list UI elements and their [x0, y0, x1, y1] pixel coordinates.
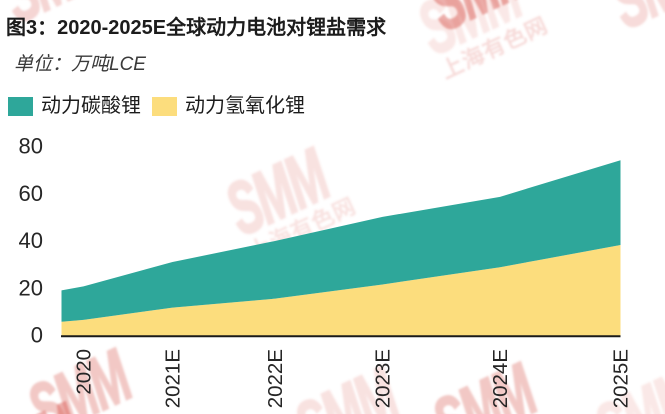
x-tick-label: 2021E	[162, 349, 185, 408]
watermark-brand-text: SMM	[421, 347, 549, 414]
area-series-hydroxide	[61, 245, 621, 336]
legend-swatch-carbonate	[8, 97, 33, 116]
chart-unit-label: 单位：万吨LCE	[14, 54, 146, 75]
x-tick-label: 2024E	[489, 349, 512, 408]
x-tick-label: 2020	[73, 349, 96, 395]
y-tick-label: 80	[19, 134, 43, 159]
y-tick-label: 40	[19, 228, 43, 253]
watermark: SMM	[420, 346, 551, 414]
x-tick-label: 2022E	[264, 349, 287, 408]
chart-legend: 动力碳酸锂 动力氢氧化锂	[8, 95, 316, 117]
x-tick-label: 2023E	[372, 349, 395, 408]
legend-swatch-hydroxide	[152, 97, 177, 116]
x-axis-tick-labels: 2020 2021E 2022E 2023E 2024E 2025E	[73, 349, 633, 408]
x-tick-label: 2025E	[610, 349, 633, 408]
area-series-carbonate	[61, 160, 621, 322]
legend-label-carbonate: 动力碳酸锂	[41, 95, 141, 117]
y-tick-label: 20	[19, 275, 43, 300]
y-tick-label: 0	[31, 323, 43, 348]
y-axis-tick-labels: 0 20 40 60 80	[19, 134, 43, 348]
chart-title: 图3：2020-2025E全球动力电池对锂盐需求	[6, 17, 387, 39]
legend-label-hydroxide: 动力氢氧化锂	[185, 95, 305, 117]
watermark: SMM	[597, 0, 665, 45]
watermark-brand-text: SMM	[598, 0, 665, 44]
y-tick-label: 60	[19, 181, 43, 206]
